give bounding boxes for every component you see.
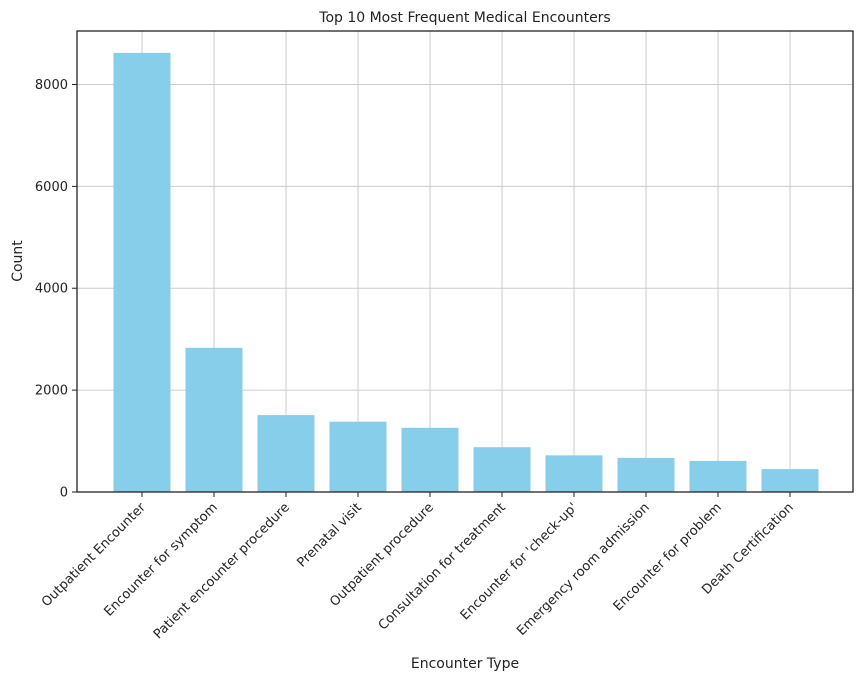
bar — [329, 421, 387, 492]
x-tick-label: Consultation for treatment — [376, 500, 509, 633]
x-tick-label: Emergency room admission — [514, 500, 653, 639]
plot-frame — [76, 30, 854, 493]
bar — [401, 427, 459, 492]
bar — [113, 52, 171, 492]
bar — [473, 447, 531, 492]
x-axis-label: Encounter Type — [411, 656, 519, 672]
bar — [257, 415, 315, 492]
bars — [113, 52, 819, 492]
bar — [761, 469, 819, 492]
x-tick-label: Prenatal visit — [294, 500, 364, 570]
y-tick-label: 8000 — [35, 78, 68, 93]
y-tick-label: 4000 — [35, 282, 68, 297]
y-axis-label: Count — [10, 240, 26, 282]
y-tick-label: 0 — [60, 486, 68, 501]
y-tick-label: 2000 — [35, 384, 68, 399]
bar — [545, 455, 603, 492]
x-tick-label: Encounter for 'check-up' — [458, 500, 581, 623]
bar — [617, 457, 675, 492]
y-tick-label: 6000 — [35, 180, 68, 195]
bar — [689, 460, 747, 492]
chart-title: Top 10 Most Frequent Medical Encounters — [318, 10, 610, 26]
x-tick-label: Patient encounter procedure — [151, 500, 293, 642]
bar — [185, 347, 243, 492]
